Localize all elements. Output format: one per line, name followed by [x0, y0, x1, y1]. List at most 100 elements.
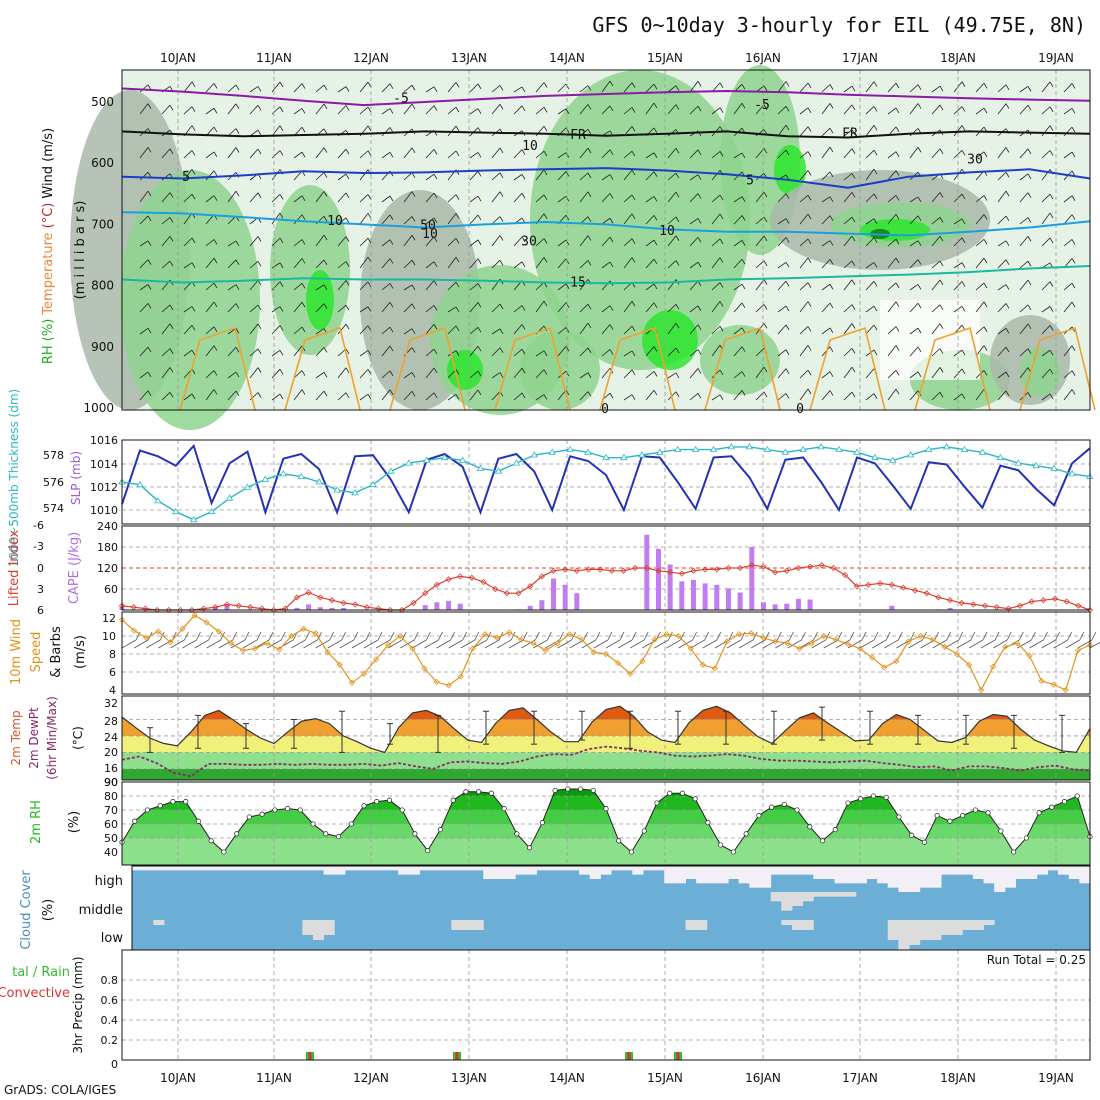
date-tick-label: 17JAN — [842, 51, 878, 65]
wind-barb — [865, 281, 875, 291]
wind-barb-tick — [353, 631, 359, 641]
wind-barb-tick — [345, 236, 350, 242]
wind-barb-tick — [631, 151, 636, 157]
rh-marker — [998, 828, 1004, 834]
wind-barb — [161, 217, 171, 225]
rh-marker — [335, 834, 342, 840]
wind-speed-marker — [324, 649, 331, 656]
wind-barb — [601, 305, 611, 313]
wind-barb-tick — [433, 392, 438, 399]
wind-barb-tick — [763, 304, 768, 310]
wind-barb — [447, 150, 457, 159]
cloud-cover-step — [568, 866, 580, 871]
wind-speed-marker — [602, 650, 610, 658]
wind-barb — [953, 281, 963, 291]
wind-speed-marker — [772, 638, 779, 645]
wind-speed-marker — [639, 658, 646, 665]
wind-barb-tick — [873, 349, 878, 356]
cloud-cover-step — [887, 866, 899, 888]
wind-speed-marker — [675, 632, 682, 640]
wind-barb — [645, 302, 655, 313]
wind-barb-tick — [499, 104, 504, 110]
wind-barb-tick — [345, 305, 350, 311]
precip-convective-bar — [627, 1052, 631, 1060]
wind-barb-tick — [191, 393, 196, 400]
wind-barb — [667, 172, 677, 181]
wind-barb — [909, 215, 919, 225]
wind-speed-marker — [336, 661, 343, 668]
date-tick-label: 12JAN — [353, 1071, 389, 1085]
wind-barb — [1041, 281, 1051, 291]
wind-barb-tick — [367, 213, 372, 219]
wind-barb-tick — [367, 325, 372, 331]
wind-barb — [953, 393, 963, 401]
wind-barb-tick — [426, 631, 431, 641]
wind-barb — [359, 150, 369, 159]
wind-speed-marker — [832, 636, 839, 643]
lifted-index-marker — [842, 571, 849, 579]
rh-marker — [552, 787, 558, 793]
wind-barb-tick — [433, 105, 438, 111]
contour-label: FR — [570, 128, 586, 143]
wind-barb — [271, 194, 281, 203]
wind-barb-tick — [829, 215, 834, 221]
cloud-cover-step — [238, 866, 250, 871]
rh-marker — [972, 807, 978, 813]
rh-marker — [157, 803, 163, 809]
wind-barb-tick — [609, 261, 614, 268]
wind-barb — [689, 261, 699, 269]
wind-barb — [997, 215, 1007, 225]
wind-barb — [337, 173, 347, 181]
wind-barb — [666, 639, 681, 649]
wind-barb-tick — [411, 328, 416, 334]
wind-barb-tick — [763, 260, 768, 266]
wind-barb-tick — [895, 238, 900, 245]
wind-barb — [733, 215, 743, 225]
cape-bar — [795, 598, 801, 610]
wind-barb-tick — [213, 195, 218, 201]
wind-barb — [975, 107, 985, 115]
thickness-marker — [996, 453, 1005, 461]
rh-marker — [234, 831, 240, 837]
wind-barb — [1029, 639, 1044, 649]
wind-barb — [375, 639, 391, 649]
wind-barb — [205, 370, 215, 379]
wind-barb — [821, 127, 831, 137]
lifted-index-marker — [573, 567, 580, 574]
thickness-marker — [673, 445, 682, 453]
wind-barb-tick — [323, 128, 328, 135]
wind-barb — [667, 191, 677, 203]
wind-barb — [359, 281, 369, 291]
cloud-cover-step — [440, 866, 452, 871]
wind-barb-tick — [1027, 217, 1032, 223]
wind-barb-tick — [411, 85, 416, 91]
wind-barb — [496, 639, 512, 649]
wind-barb-tick — [885, 631, 891, 641]
wind-barb-tick — [329, 631, 334, 641]
wind-barb — [557, 83, 567, 93]
wind-barb-tick — [983, 107, 988, 114]
wind-barb-tick — [807, 369, 812, 376]
wind-barb-tick — [147, 84, 152, 90]
wind-barb-tick — [609, 305, 614, 311]
wind-barb-tick — [1049, 81, 1054, 88]
wind-barb-tick — [565, 171, 570, 177]
wind-barb-tick — [345, 367, 350, 374]
wind-barb — [601, 174, 611, 181]
wind-barb — [183, 81, 193, 93]
wind-barb-tick — [257, 261, 262, 267]
wind-barb — [139, 303, 149, 313]
wind-barb — [887, 151, 897, 159]
wind-barb — [1041, 169, 1051, 181]
lifted-tick-label: 3 — [37, 583, 44, 596]
lifted-index-marker — [1063, 598, 1070, 605]
thickness-marker — [1032, 462, 1040, 469]
isotherm-line — [121, 265, 1091, 285]
wind-barb-tick — [455, 125, 460, 132]
cloud-cover-step — [696, 866, 708, 884]
wind-barb — [1041, 125, 1051, 137]
wind-barb-tick — [675, 372, 680, 379]
wind-barb-tick — [169, 304, 174, 311]
wind-barb — [799, 326, 809, 335]
thickness-marker — [207, 507, 216, 515]
